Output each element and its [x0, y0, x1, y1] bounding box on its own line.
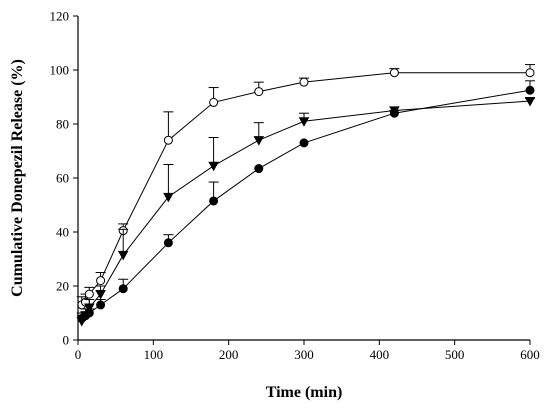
x-axis-title: Time (min): [266, 384, 343, 401]
data-point: [253, 136, 265, 146]
data-point: [163, 192, 174, 203]
y-tick-label: 60: [56, 171, 69, 186]
x-tick-label: 600: [520, 347, 540, 362]
data-point: [163, 238, 173, 248]
data-point: [389, 108, 399, 118]
plot-area: [76, 64, 536, 327]
x-tick-label: 100: [144, 347, 164, 362]
y-tick-label: 80: [56, 117, 69, 132]
data-point: [525, 85, 535, 95]
data-point: [299, 138, 309, 148]
y-tick-label: 120: [50, 9, 70, 24]
data-point: [299, 77, 309, 87]
data-point: [254, 164, 264, 174]
data-point: [96, 300, 106, 310]
y-axis-title: Cumulative Donepezil Release (%): [9, 59, 26, 297]
data-point: [118, 284, 128, 294]
series-line: [81, 72, 530, 306]
data-point: [525, 68, 535, 78]
series-triangle-down-filled: [76, 96, 536, 327]
series-circle-filled: [76, 80, 535, 323]
x-tick-label: 400: [370, 347, 390, 362]
axes: 0 20 40 60 80 100 120 0 100 200 300 400 500 600: [50, 9, 540, 363]
x-tick-label: 200: [219, 347, 239, 362]
data-point: [298, 117, 310, 127]
y-tick-label: 40: [56, 225, 69, 240]
x-tick-label: 500: [445, 347, 465, 362]
y-tick-label: 20: [56, 279, 69, 294]
data-point: [96, 276, 106, 286]
data-point: [95, 290, 106, 300]
series-line: [81, 100, 531, 322]
data-point: [84, 289, 94, 299]
data-point: [254, 87, 264, 97]
data-point: [84, 308, 94, 318]
series-line: [81, 89, 531, 319]
x-tick-label: 0: [75, 347, 82, 362]
data-point: [209, 196, 219, 206]
data-point: [84, 303, 95, 314]
y-tick-label: 100: [50, 63, 70, 78]
data-point: [524, 96, 536, 107]
x-tick-label: 300: [294, 347, 314, 362]
data-point: [209, 97, 219, 107]
data-point: [208, 161, 219, 172]
data-point: [163, 135, 173, 145]
data-point: [117, 250, 129, 261]
y-tick-label: 0: [63, 333, 70, 348]
data-point: [389, 68, 399, 78]
